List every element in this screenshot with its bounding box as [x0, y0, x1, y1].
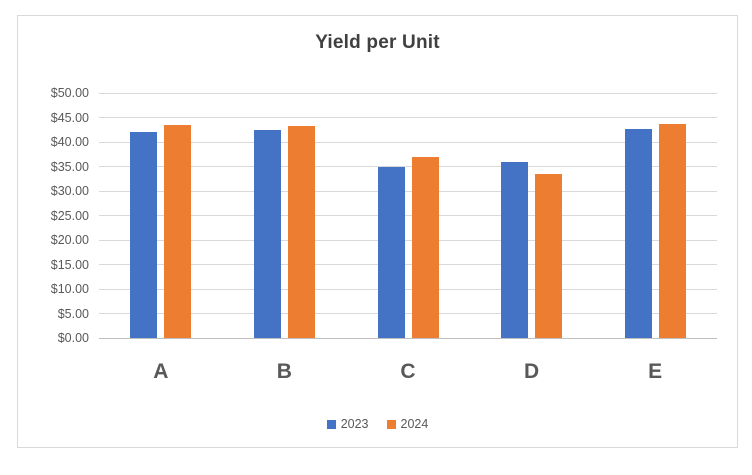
bar-2023-C — [377, 166, 405, 338]
bar-2024-B — [287, 126, 315, 338]
y-tick-label: $5.00 — [57, 306, 89, 321]
gridline — [99, 92, 717, 94]
legend: 2023 2024 — [18, 417, 737, 431]
bar-2024-E — [658, 123, 686, 338]
gridline — [99, 264, 717, 265]
y-tick-label: $10.00 — [50, 282, 89, 296]
x-category-label-E: E — [648, 360, 663, 383]
y-tick-label: $40.00 — [50, 135, 89, 149]
legend-label-2024: 2024 — [400, 417, 429, 431]
bar-2024-D — [535, 173, 563, 338]
bar-2023-D — [501, 161, 529, 338]
legend-swatch-2024 — [386, 419, 396, 429]
bar-2023-E — [624, 129, 652, 338]
chart-title: Yield per Unit — [315, 32, 440, 53]
legend-item-2023: 2023 — [326, 417, 369, 431]
y-tick-label: $45.00 — [50, 110, 89, 125]
legend-item-2024: 2024 — [386, 417, 429, 431]
gridline — [99, 141, 717, 143]
gridline — [99, 215, 717, 216]
y-tick-label: $35.00 — [50, 159, 89, 174]
x-category-label-A: A — [153, 360, 169, 383]
y-tick-label: $30.00 — [50, 184, 89, 198]
bar-2024-A — [164, 124, 192, 338]
bar-2023-A — [130, 132, 158, 338]
y-tick-label: $15.00 — [50, 257, 89, 272]
gridline — [99, 288, 717, 290]
chart-frame[interactable]: Yield per Unit $0.00 $5.00 $10.00 $15.00 $20… — [17, 15, 738, 448]
bar-2023-B — [253, 129, 281, 338]
legend-swatch-2023 — [326, 419, 336, 429]
y-tick-label: $25.00 — [50, 208, 89, 223]
gridline — [99, 117, 717, 118]
plot-area — [99, 92, 717, 339]
gridline — [99, 190, 717, 192]
bar-2024-C — [411, 156, 439, 338]
gridline — [99, 239, 717, 241]
gridline — [99, 313, 717, 314]
y-tick-label: $50.00 — [50, 86, 89, 100]
x-axis-line — [99, 338, 717, 339]
y-tick-label: $0.00 — [57, 331, 89, 345]
x-category-label-C: C — [400, 360, 416, 383]
x-category-label-D: D — [524, 360, 540, 383]
y-tick-label: $20.00 — [50, 233, 89, 247]
legend-label-2023: 2023 — [340, 417, 369, 431]
gridline — [99, 166, 717, 167]
x-category-label-B: B — [276, 360, 292, 383]
